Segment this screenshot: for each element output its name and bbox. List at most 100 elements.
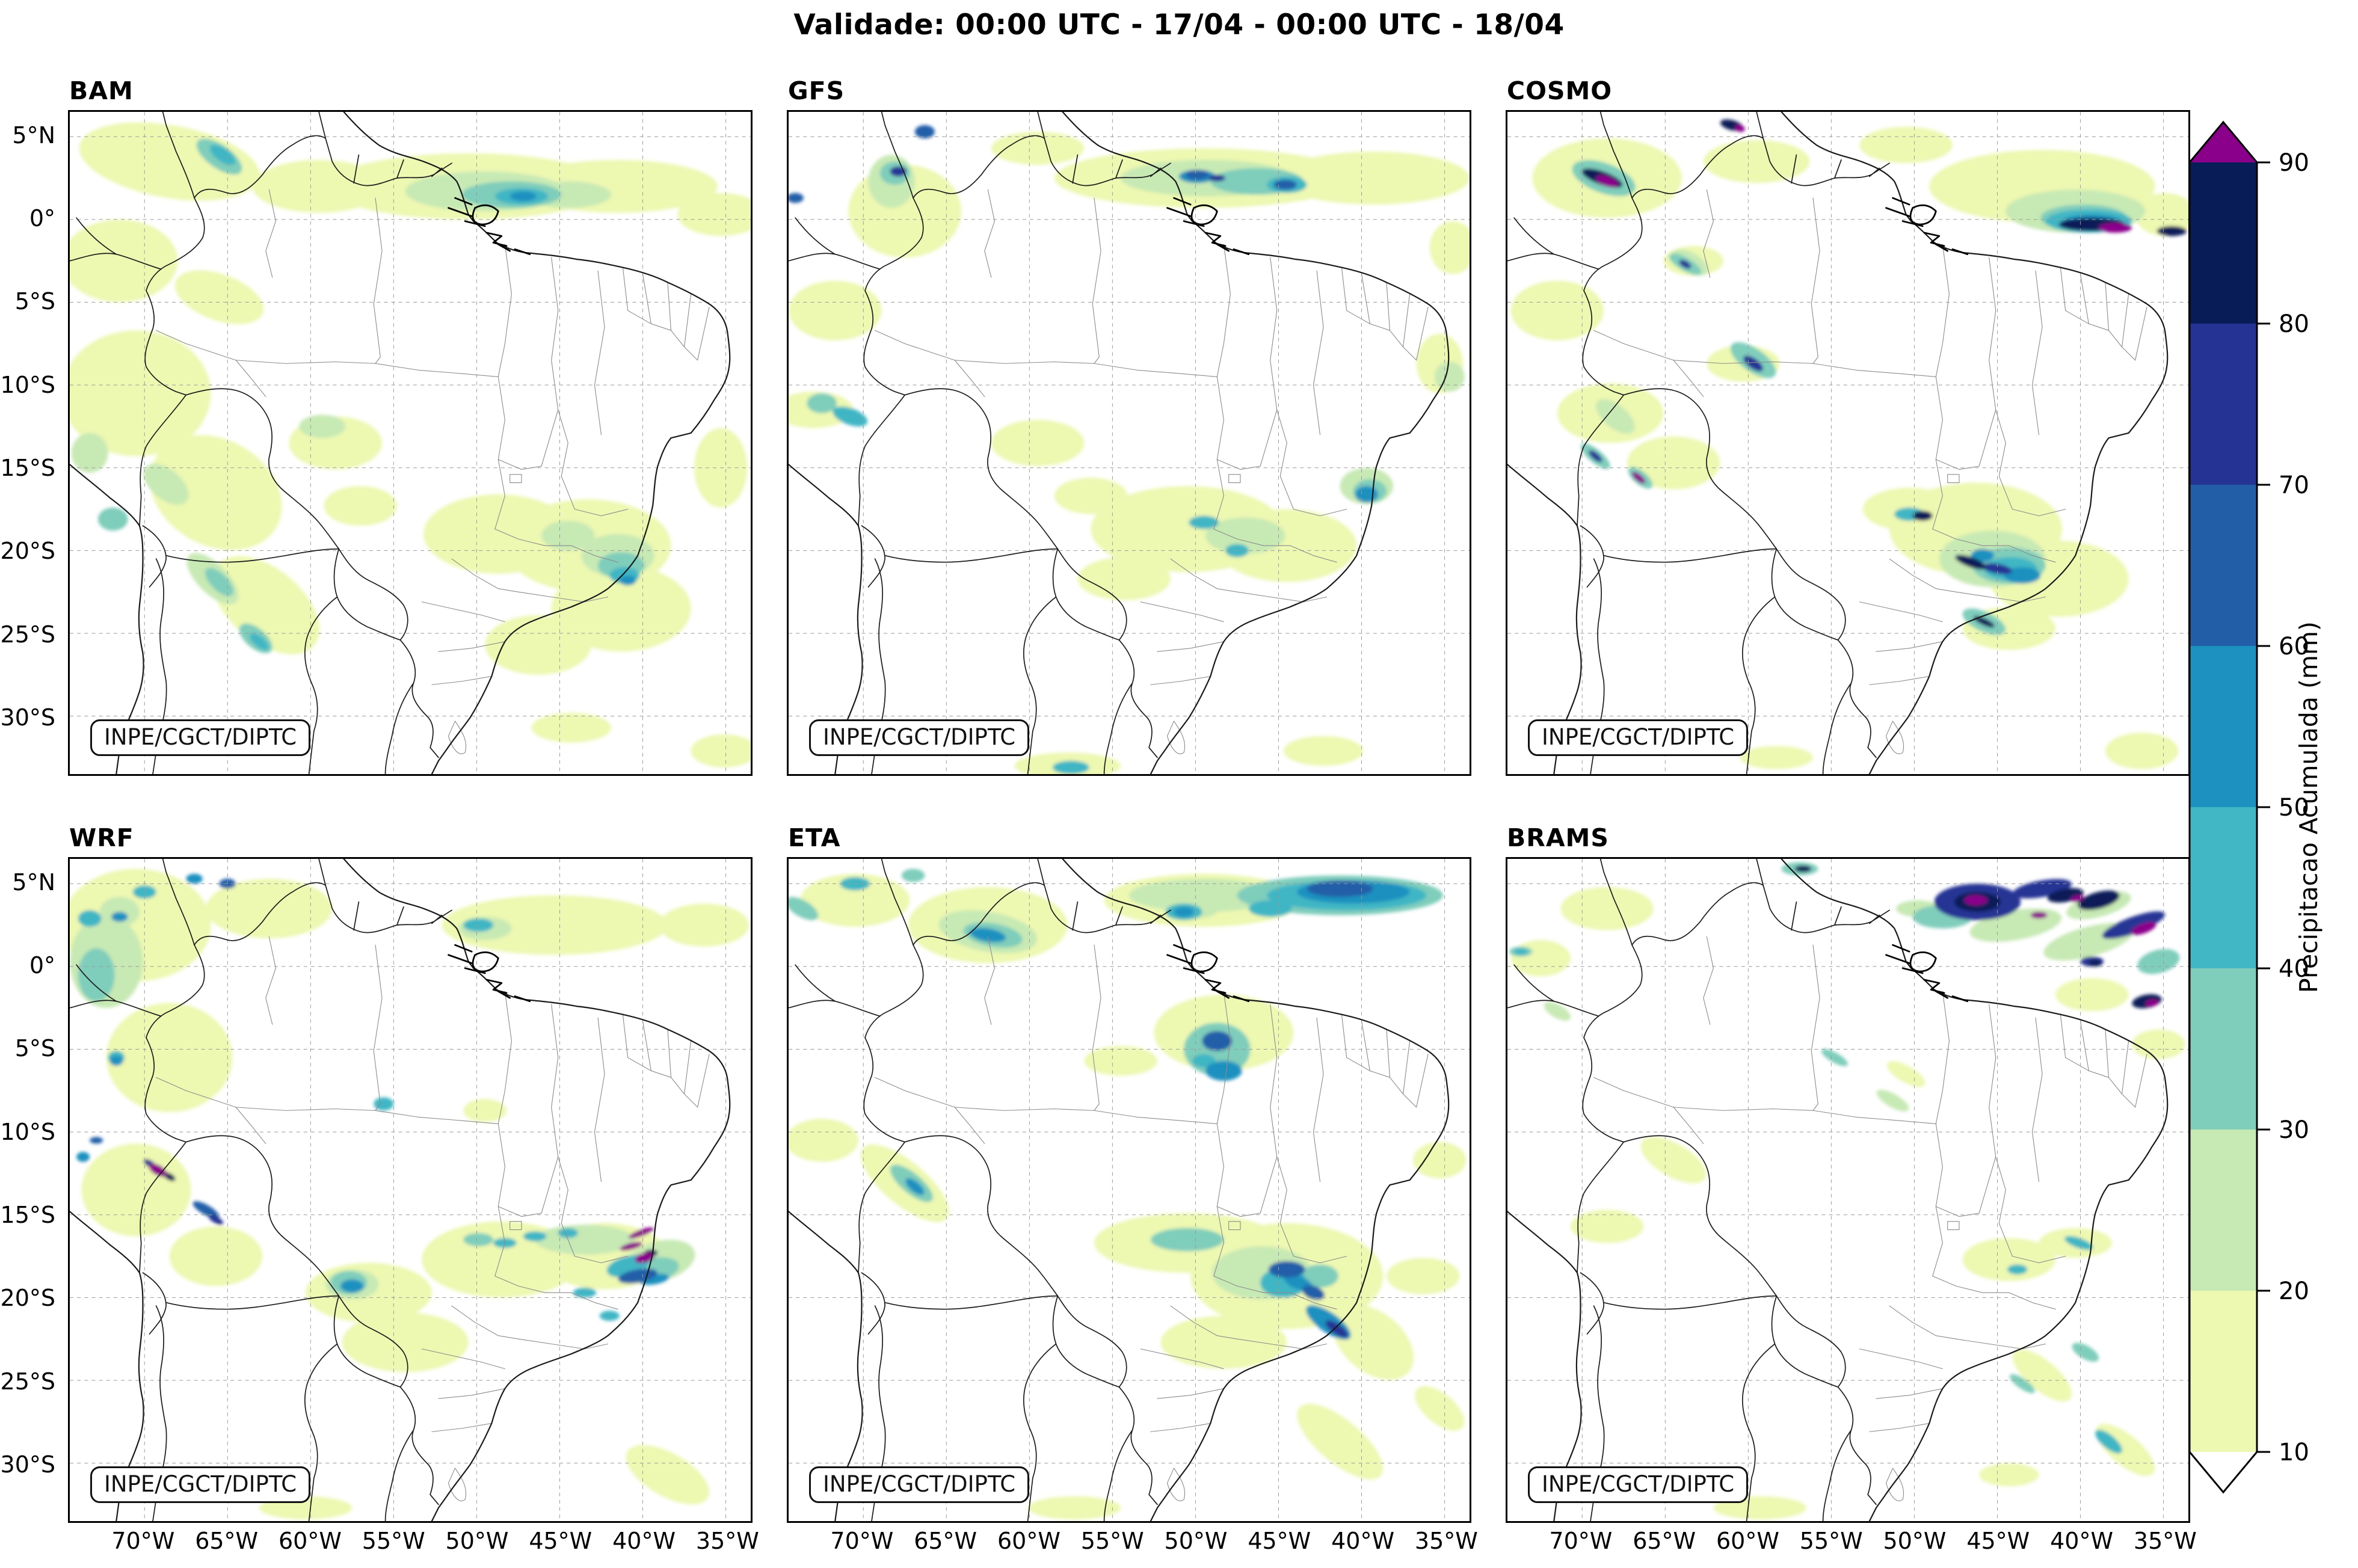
precip-blob	[1174, 906, 1194, 917]
precip-blob	[1084, 1046, 1157, 1076]
brams-map	[1507, 859, 2188, 1521]
precip-blob	[890, 166, 907, 177]
colorbar-under-arrow	[2190, 1452, 2257, 1492]
panel-title-brams: BRAMS	[1507, 823, 1609, 852]
precip-blob	[1876, 1089, 1909, 1111]
watermark-badge: INPE/CGCT/DIPTC	[90, 1466, 311, 1503]
precip-blob	[2105, 733, 2179, 769]
lon-tick-label: 35°W	[695, 1528, 759, 1554]
precip-blob	[1273, 179, 1297, 190]
colorbar-segment	[2190, 162, 2257, 324]
precip-blob	[1386, 1258, 1460, 1294]
lat-tick-label: 20°S	[0, 1285, 55, 1312]
precip-blob	[2055, 978, 2129, 1012]
colorbar-segment	[2190, 485, 2257, 646]
precip-blob	[1129, 879, 1279, 912]
precip-blob	[1208, 174, 1226, 182]
precip-blob	[208, 1214, 224, 1225]
lon-tick-label: 55°W	[1799, 1528, 1863, 1554]
precip-blob	[2089, 959, 2102, 967]
precip-blob	[76, 1152, 90, 1162]
lat-tick-label: 15°S	[0, 1202, 55, 1228]
precip-blob	[2010, 1374, 2035, 1394]
colorbar-tick-label: 90	[2279, 149, 2309, 177]
precip-blob	[169, 1226, 263, 1287]
precip-blob	[2007, 1264, 2028, 1274]
precip-blob	[1821, 1048, 1848, 1066]
precip-blob	[206, 879, 333, 939]
precip-blob	[523, 1231, 547, 1241]
colorbar-segment	[2190, 646, 2257, 807]
precip-blob	[901, 869, 925, 882]
precip-blob	[551, 565, 691, 652]
lon-tick-label: 50°W	[445, 1528, 509, 1554]
precip-blob	[691, 734, 751, 767]
precip-blob	[109, 1056, 123, 1066]
precip-blob	[1964, 895, 1987, 906]
precip-blob	[209, 144, 236, 165]
precip-blob	[2030, 912, 2048, 919]
precip-blob	[1332, 1305, 1414, 1380]
precip-blob	[78, 948, 115, 1001]
precip-blob	[1982, 563, 2013, 574]
precip-blob	[442, 895, 668, 955]
lat-axis-row2: 5°N 0° 5°S 10°S 15°S 20°S 25°S 30°S	[0, 857, 64, 1523]
panel-title-cosmo: COSMO	[1507, 76, 1613, 105]
precip-blob	[485, 615, 591, 675]
colorbar-tick-label: 80	[2279, 310, 2309, 338]
lon-tick-label: 70°W	[111, 1528, 175, 1554]
precip-blob	[2131, 921, 2156, 935]
lat-tick-label: 30°S	[0, 704, 55, 731]
precip-blob	[1205, 1060, 1242, 1081]
precip-blob	[789, 280, 882, 340]
colorbar-segment	[2190, 324, 2257, 485]
lat-tick-label: 5°N	[12, 121, 55, 149]
precip-blob	[1740, 746, 1814, 769]
precip-blob	[1735, 125, 1745, 132]
precip-blob	[659, 903, 750, 947]
precip-blob	[2078, 890, 2120, 911]
precip-blob	[2135, 192, 2188, 236]
precip-blob	[2012, 1349, 2072, 1402]
precip-blob	[1302, 1264, 1338, 1288]
panel-title-wrf: WRF	[69, 823, 134, 852]
cosmo-map	[1507, 112, 2188, 774]
precip-blob	[599, 1311, 620, 1321]
lon-tick-label: 55°W	[362, 1528, 425, 1554]
precip-blob	[1415, 1386, 1465, 1431]
map-panel-brams: INPE/CGCT/DIPTC	[1506, 857, 2190, 1523]
colorbar-tick-label: 10	[2279, 1439, 2309, 1466]
precip-blob	[1973, 616, 1995, 628]
precip-blob	[342, 1312, 469, 1373]
precip-blob	[463, 918, 494, 932]
lat-tick-label: 15°S	[0, 455, 55, 481]
eta-map	[789, 859, 1470, 1521]
lat-tick-label: 5°S	[14, 288, 55, 315]
colorbar-tick-label: 30	[2279, 1116, 2309, 1144]
precip-blob	[463, 1099, 507, 1122]
precip-blob	[212, 556, 320, 654]
lon-tick-label: 45°W	[1248, 1528, 1311, 1554]
colorbar-tick-label: 60	[2279, 633, 2309, 660]
colorbar-tick-label: 70	[2279, 472, 2309, 499]
precip-blob	[541, 520, 595, 551]
precip-blob	[1560, 887, 1654, 930]
precip-blob	[1510, 939, 1571, 977]
precip-blob	[677, 192, 751, 236]
precip-blob	[1355, 486, 1379, 503]
lon-tick-label: 40°W	[2050, 1528, 2114, 1554]
precip-blob	[1435, 361, 1465, 392]
precip-blob	[1150, 1228, 1224, 1252]
lon-tick-label: 45°W	[1966, 1528, 2030, 1554]
precip-blob	[1202, 1031, 1233, 1051]
precip-blob	[205, 568, 234, 597]
map-panel-eta: INPE/CGCT/DIPTC	[787, 857, 1471, 1523]
precip-blob	[2132, 1029, 2185, 1060]
precip-blob	[1971, 549, 1994, 562]
precip-blob	[2102, 911, 2165, 939]
colorbar-title: Precipitacao Acumulada (mm)	[2294, 621, 2323, 993]
panel-title-gfs: GFS	[788, 76, 845, 105]
precip-blob	[1283, 736, 1364, 766]
colorbar-over-arrow	[2190, 122, 2257, 162]
